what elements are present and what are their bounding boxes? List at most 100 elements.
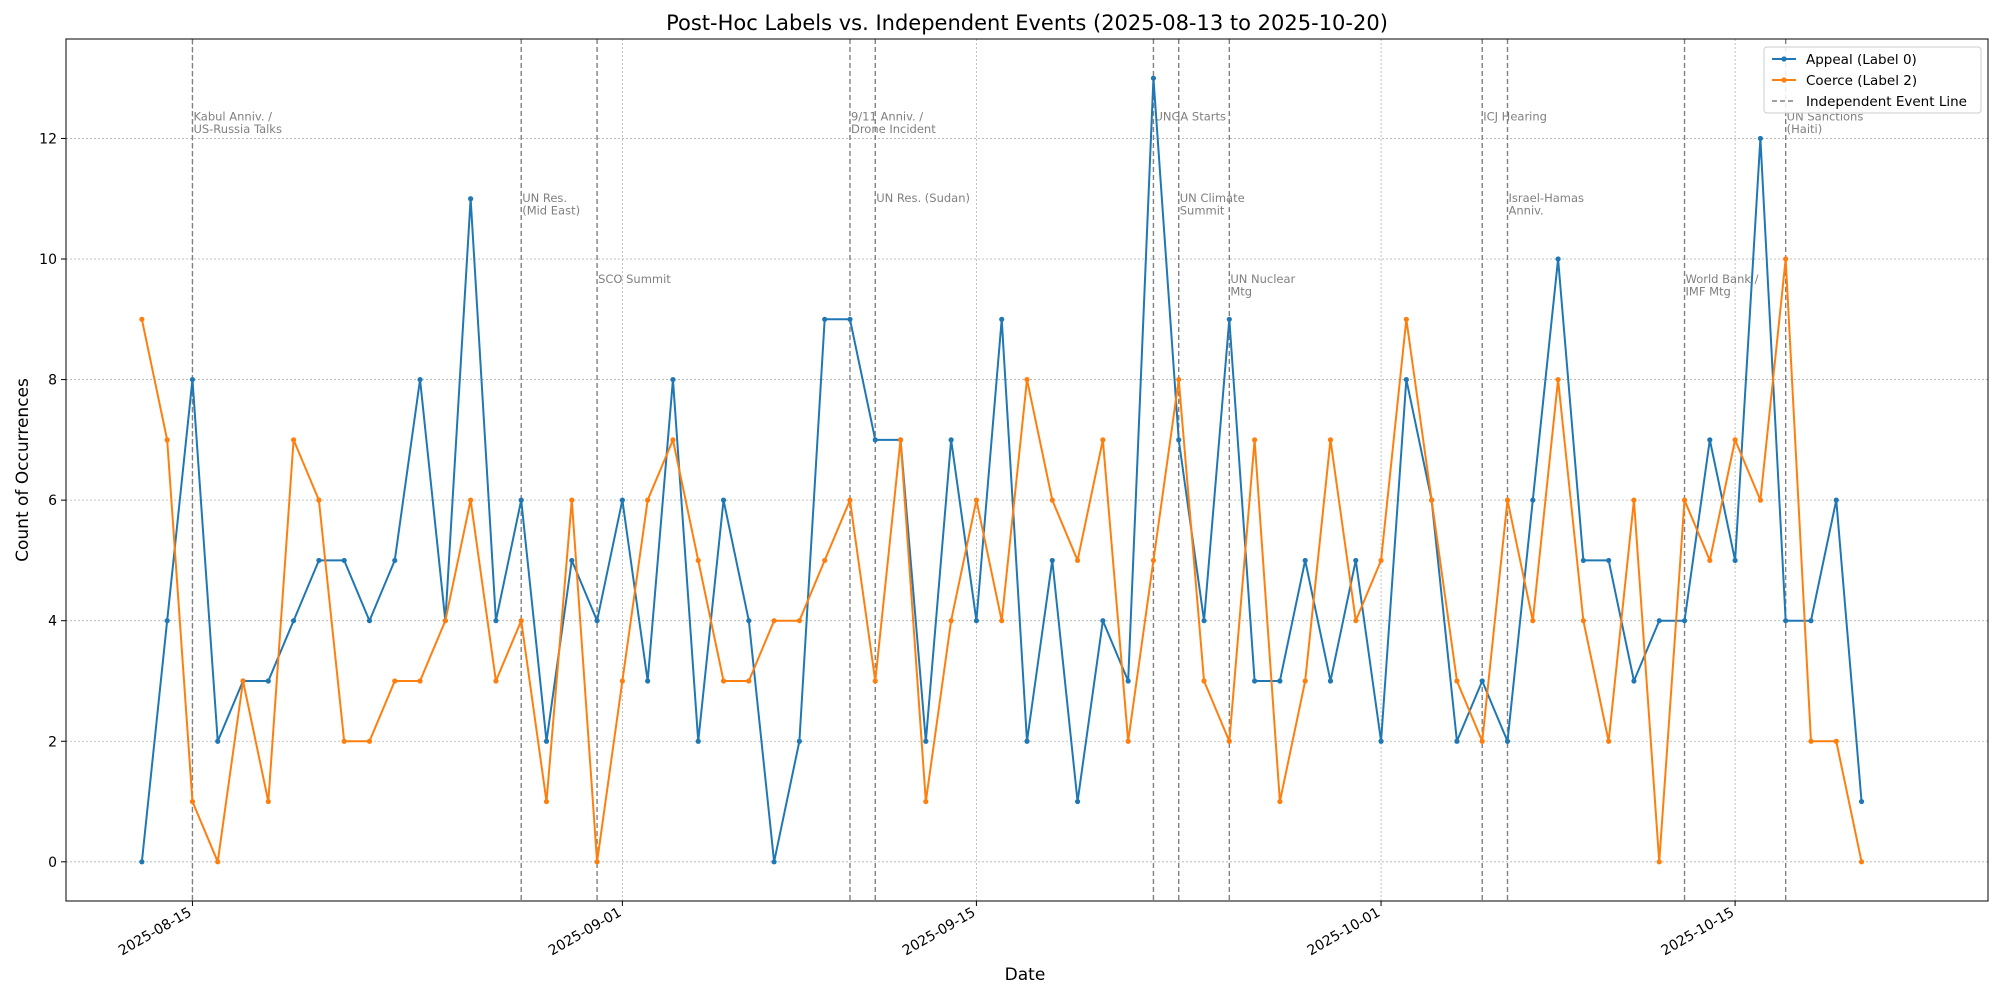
x-axis-title: Date [1005, 965, 1046, 985]
data-point [1226, 316, 1232, 322]
data-point [1378, 557, 1384, 564]
data-point [1074, 798, 1081, 805]
data-point [999, 618, 1005, 624]
data-point [1504, 497, 1511, 503]
data-point [1757, 135, 1763, 142]
plot-frame [65, 38, 1989, 902]
legend-label: Independent Event Line [1806, 94, 1967, 110]
data-point [265, 678, 271, 684]
x-axis-ticks: 2025-08-15 2025-09-01 2025-09-15 2025-10-01… [116, 901, 1737, 959]
data-point [1656, 859, 1662, 865]
data-point [1833, 738, 1839, 744]
data-point [316, 557, 322, 564]
data-point [1252, 437, 1258, 443]
y-tick-label: 4 [48, 614, 57, 630]
data-point [645, 678, 651, 684]
event-label-line: UN Climate [1180, 191, 1245, 205]
y-tick-label: 8 [48, 373, 57, 389]
data-point [240, 678, 246, 684]
event-label-line: UNGA Starts [1154, 109, 1226, 123]
data-point [1403, 376, 1409, 383]
event-label-line: (Haiti) [1787, 122, 1823, 136]
data-point [923, 798, 929, 805]
legend-marker [1781, 77, 1787, 83]
data-point [569, 497, 575, 503]
data-point [1681, 497, 1688, 503]
y-tick-label: 0 [48, 855, 57, 871]
y-axis-ticks: 0 2 4 6 8 10 12 [39, 131, 66, 871]
event-label-line: Kabul Anniv. / [193, 109, 272, 123]
data-point [1150, 557, 1157, 564]
event-label-line: World Bank / [1686, 272, 1759, 286]
data-point [543, 798, 550, 805]
data-point [897, 437, 904, 443]
data-point [1176, 437, 1182, 443]
data-point [1074, 557, 1081, 564]
data-point [1681, 618, 1688, 624]
data-point [392, 557, 398, 564]
data-point [1479, 738, 1485, 744]
data-point [1201, 618, 1207, 624]
data-point [265, 798, 271, 805]
data-point [1858, 859, 1865, 865]
data-point [973, 497, 980, 503]
chart-title: Post-Hoc Labels vs. Independent Events (… [666, 11, 1388, 35]
data-point [720, 678, 727, 684]
data-point [1226, 738, 1232, 744]
data-point [771, 859, 777, 865]
data-point [1504, 738, 1511, 744]
event-label-line: Israel-Hamas [1509, 191, 1585, 205]
data-point [543, 738, 550, 744]
legend-marker [1781, 56, 1787, 62]
data-point [1479, 678, 1485, 684]
data-point [1125, 678, 1131, 684]
data-point [771, 618, 777, 624]
event-label: UN Res. (Sudan) [876, 191, 970, 205]
data-point [164, 437, 170, 443]
data-point [1302, 678, 1308, 684]
data-point [1732, 437, 1738, 443]
data-point [417, 678, 423, 684]
data-point [1024, 738, 1030, 744]
event-label-line: Anniv. [1509, 203, 1544, 217]
data-point [139, 859, 145, 865]
data-point [442, 618, 448, 624]
event-label-line: (Mid East) [522, 203, 580, 217]
data-point [316, 497, 322, 503]
data-point [594, 859, 600, 865]
x-tick-label: 2025-10-15 [1659, 905, 1737, 960]
data-point [847, 316, 853, 322]
data-point [518, 497, 524, 503]
event-label-line: UN Nuclear [1230, 272, 1295, 286]
data-point [619, 678, 625, 684]
data-point [1783, 618, 1789, 624]
data-point [1049, 497, 1055, 503]
event-label: UNGA Starts [1154, 109, 1226, 123]
data-point [720, 497, 727, 503]
data-point [215, 859, 221, 865]
data-point [1277, 798, 1283, 805]
data-point [1631, 497, 1637, 503]
data-point [291, 437, 297, 443]
data-point [1858, 798, 1865, 805]
data-point [468, 196, 474, 202]
x-tick-label: 2025-09-15 [900, 905, 978, 960]
data-point [1302, 557, 1308, 564]
data-point [1252, 678, 1258, 684]
data-point [1606, 738, 1612, 744]
event-label-line: US-Russia Talks [193, 122, 282, 136]
event-label: ICJ Hearing [1483, 109, 1547, 123]
data-point [341, 738, 347, 744]
data-point [872, 678, 878, 684]
data-point [1100, 618, 1106, 624]
data-point [1656, 618, 1662, 624]
data-point [1176, 376, 1182, 383]
x-tick-label: 2025-10-01 [1305, 905, 1383, 960]
data-point [1201, 678, 1207, 684]
data-point [1327, 437, 1334, 443]
y-tick-label: 12 [39, 131, 57, 147]
data-point [822, 557, 828, 564]
x-tick-label: 2025-09-01 [546, 905, 624, 960]
data-point [1024, 376, 1030, 383]
